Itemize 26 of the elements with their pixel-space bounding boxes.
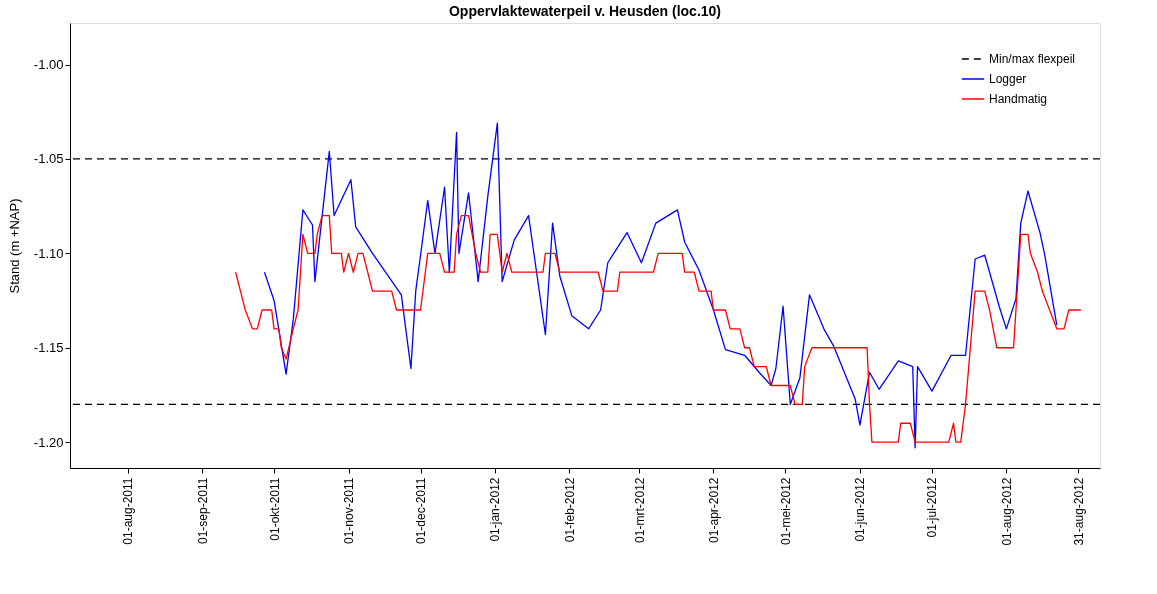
x-tick-label: 01-dec-2011: [414, 477, 429, 544]
y-tick-label: -1.00: [33, 57, 64, 73]
x-tick-label: 01-apr-2012: [706, 477, 721, 543]
x-tick-label: 01-jan-2012: [488, 477, 503, 542]
line-series: [263, 122, 1058, 449]
x-tick-label: 01-feb-2012: [562, 477, 577, 543]
y-tick-label: -1.05: [33, 151, 64, 167]
legend-label: Min/max flexpeil: [989, 52, 1076, 66]
x-tick-label: 01-nov-2011: [342, 477, 357, 544]
y-tick-label: -1.10: [33, 245, 64, 261]
x-tick-label: 01-aug-2011: [121, 477, 136, 545]
y-tick-label: -1.20: [33, 434, 64, 450]
x-tick-label: 01-aug-2012: [999, 477, 1014, 546]
x-tick-label: 01-mrt-2012: [632, 477, 647, 543]
x-tick-label: 01-jun-2012: [853, 477, 868, 542]
line-series: [235, 214, 1082, 443]
x-tick-label: 01-mei-2012: [778, 477, 793, 545]
legend-label: Logger: [989, 72, 1027, 86]
y-tick-label: -1.15: [33, 340, 64, 356]
y-axis-title: Stand (m +NAP): [6, 198, 22, 294]
x-tick-label: 01-sep-2011: [195, 477, 210, 544]
x-tick-label: 31-aug-2012: [1071, 477, 1086, 546]
x-tick-label: 01-jul-2012: [925, 477, 940, 538]
legend-label: Handmatig: [989, 92, 1048, 106]
x-tick-label: 01-okt-2011: [267, 477, 282, 541]
chart-title: Oppervlaktewaterpeil v. Heusden (loc.10): [448, 3, 722, 19]
